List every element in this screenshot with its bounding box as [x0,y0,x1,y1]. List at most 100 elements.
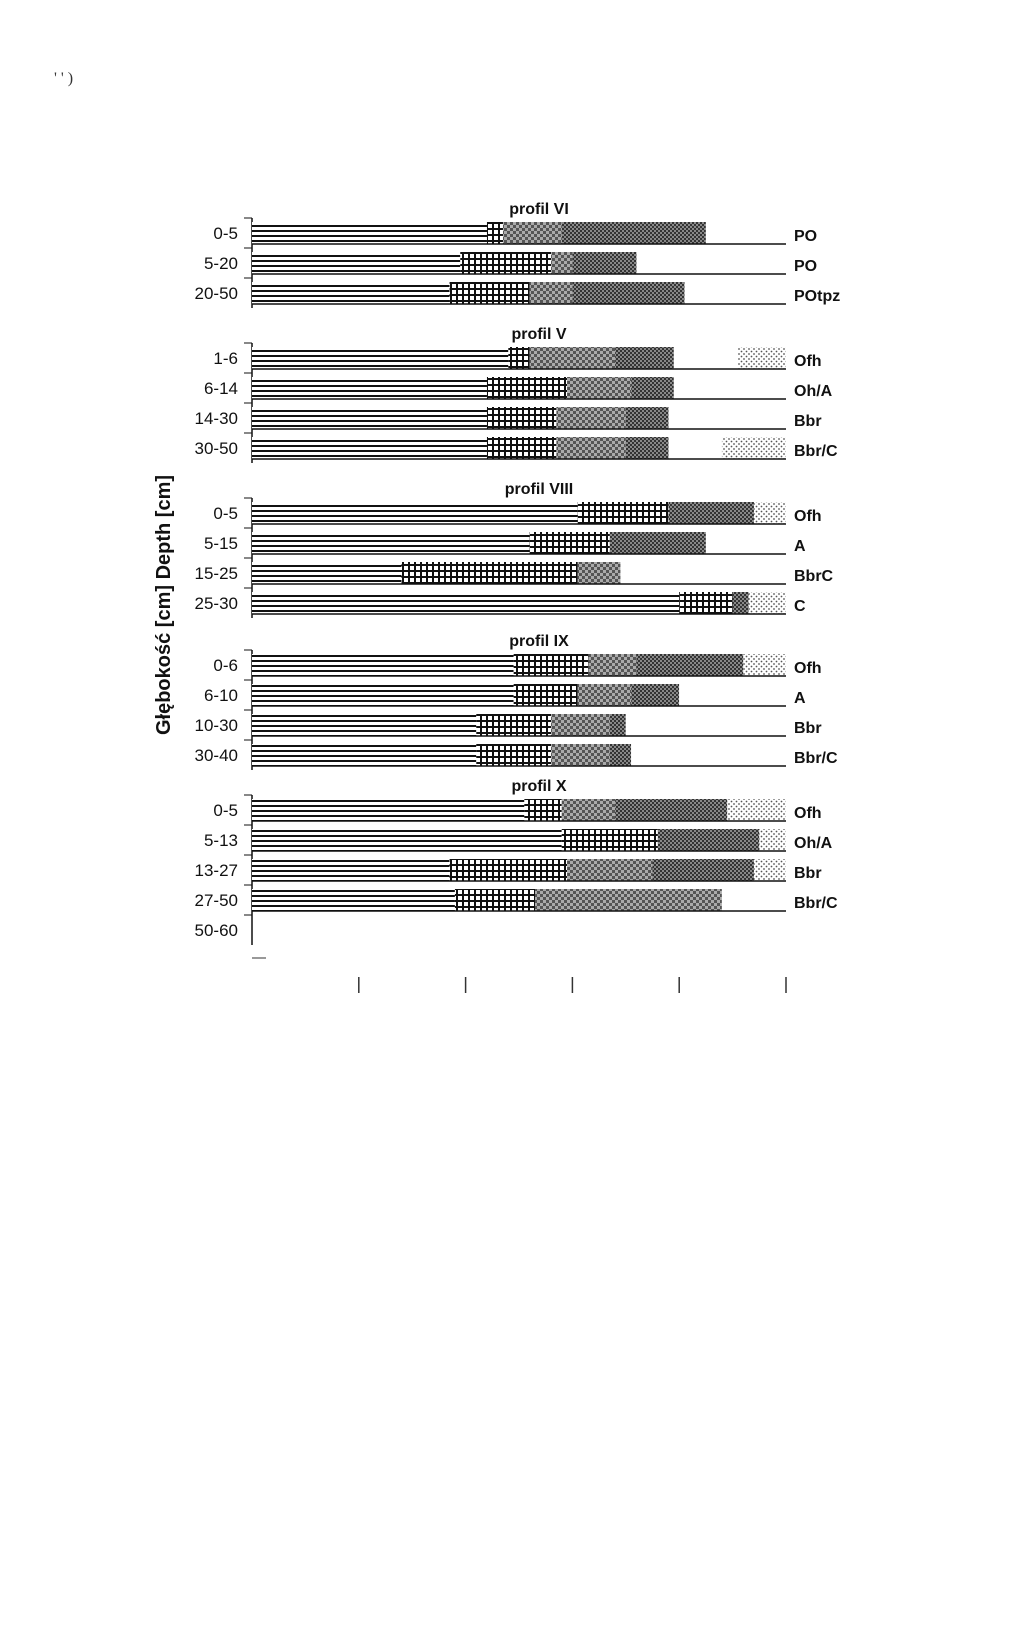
horizon-label: Bbr/C [794,750,838,767]
bar-segment-horizontal-lines [252,222,487,244]
bar-segment-white [705,222,786,244]
depth-label: 5-20 [204,254,238,273]
horizon-label: PO [794,258,817,275]
horizon-label: A [794,538,806,555]
bar-segment-light-dots [753,859,786,881]
bar-segment-light-dots [753,502,786,524]
profile-panel: profil V 1-6 Ofh 6-14 Oh/A 14-30 Bbr 30-50 Bbr/C [195,326,838,463]
bar-segment-checkered-grey [567,859,653,881]
bar-segment-white [705,532,786,554]
bar-segment-fine-grid [508,347,530,369]
bar-segment-fine-grid [679,592,733,614]
bar-segment-checkered-grey [551,744,610,766]
bar-segment-horizontal-lines [252,859,450,881]
bar-segment-dark-dots [609,744,632,766]
bar-segment-dark-dots [572,252,637,274]
bar-segment-dark-dots [631,377,674,399]
bar-segment-horizontal-lines [252,437,487,459]
bar-segment-checkered-grey [577,562,621,584]
bar-segment-fine-grid [529,532,610,554]
bar-segment-horizontal-lines [252,532,530,554]
bar-segment-horizontal-lines [252,799,525,821]
profile-title: profil V [511,326,566,343]
bar-segment-horizontal-lines [252,347,509,369]
depth-label: 13-27 [195,861,238,880]
bar-segment-fine-grid [486,437,557,459]
bar-segment-checkered-grey [551,714,610,736]
depth-label: 14-30 [195,409,238,428]
horizon-label: Bbr [794,865,822,882]
bar-segment-light-dots [748,592,786,614]
bar-segment-horizontal-lines [252,829,562,851]
depth-label: 25-30 [195,594,238,613]
profile-title: profil X [511,778,566,795]
bar-segment-fine-grid [513,684,578,706]
horizon-label: Bbr/C [794,443,838,460]
bar-segment-white [631,744,786,766]
bar-segment-white [625,714,786,736]
depth-label: 30-40 [195,746,238,765]
bar-segment-checkered-grey [567,377,632,399]
y-axis-title-group: Głębokość [cm] Depth [cm] [153,475,175,735]
bar-segment-horizontal-lines [252,502,578,524]
bar-segment-fine-grid [513,654,589,676]
profile-panel: profil VIII 0-5 Ofh 5-15 A 15-25 BbrC 25-30 C [195,481,834,618]
bar-segment-fine-grid [486,407,557,429]
bar-segment-horizontal-lines [252,562,402,584]
depth-label: 6-10 [204,686,238,705]
depth-label: 0-6 [213,656,238,675]
bar-segment-checkered-grey [535,889,722,911]
horizon-label: Bbr/C [794,895,838,912]
horizon-label: Bbr [794,413,822,430]
bar-segment-light-dots [759,829,786,851]
bar-segment-dark-dots [636,654,744,676]
depth-label: 0-5 [213,801,238,820]
bar-segment-checkered-grey [529,282,573,304]
bar-segment-checkered-grey [588,654,637,676]
bar-segment-fine-grid [577,502,669,524]
bar-segment-fine-grid [460,252,552,274]
bar-segment-dark-dots [615,347,674,369]
profile-title: profil VI [509,201,569,218]
bar-segment-white [668,437,722,459]
profile-panel: profil X 0-5 Ofh 5-13 Oh/A 13-27 Bbr 27-50 Bbr/C… [195,778,838,945]
bar-segment-light-dots [737,347,786,369]
bar-segment-white [673,377,786,399]
bar-segment-white [684,282,786,304]
bar-segment-white [721,889,786,911]
horizon-label: Ofh [794,353,822,370]
bar-segment-fine-grid [561,829,658,851]
bar-segment-dark-dots [732,592,749,614]
bar-segment-checkered-grey [556,407,626,429]
corner-page-mark: ' ' ) [54,70,74,87]
bar-segment-horizontal-lines [252,684,514,706]
bar-segment-dark-dots [572,282,685,304]
depth-label: 6-14 [204,379,238,398]
bar-segment-dark-dots [652,859,754,881]
depth-label: 1-6 [213,349,238,368]
bar-segment-fine-grid [401,562,578,584]
bar-segment-fine-grid [476,714,552,736]
bar-segment-light-dots [721,437,786,459]
bar-segment-horizontal-lines [252,592,680,614]
bar-segment-white [620,562,786,584]
bar-segment-checkered-grey [577,684,632,706]
bar-segment-fine-grid [486,377,568,399]
bar-segment-horizontal-lines [252,282,450,304]
bar-segment-white [668,407,786,429]
bar-segment-horizontal-lines [252,377,487,399]
profile-panels: profil VI 0-5 PO 5-20 PO 20-50 POtpz profil V 1-… [195,201,840,945]
depth-label: 5-13 [204,831,238,850]
bar-segment-checkered-grey [529,347,616,369]
horizon-label: BbrC [794,568,834,585]
bar-segment-light-dots [727,799,786,821]
bar-segment-dark-dots [657,829,760,851]
bar-segment-white [636,252,786,274]
bar-segment-dark-dots [615,799,728,821]
profile-panel: profil VI 0-5 PO 5-20 PO 20-50 POtpz [195,201,840,308]
depth-label: 0-5 [213,504,238,523]
bar-segment-fine-grid [449,859,568,881]
bar-segment-fine-grid [486,222,503,244]
bar-segment-dark-dots [668,502,754,524]
profile-title: profil IX [509,633,569,650]
